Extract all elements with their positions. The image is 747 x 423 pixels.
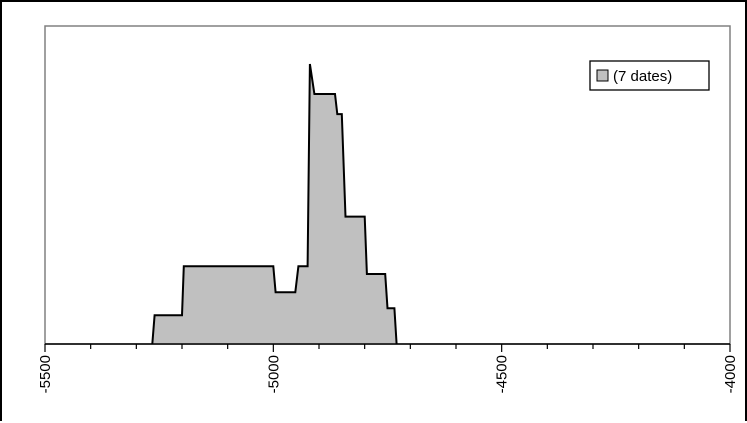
x-tick-label: -4500 <box>494 355 511 393</box>
legend-swatch <box>596 69 609 82</box>
area-series-layer <box>151 63 398 345</box>
x-tick-label: -5000 <box>265 355 282 393</box>
legend: (7 dates) <box>589 60 710 91</box>
x-tick-label: -4000 <box>722 355 739 393</box>
x-axis: -5500 -5000 -4500 -4000 <box>37 343 739 393</box>
legend-box <box>589 60 710 91</box>
legend-entry-label: (7 dates) <box>613 68 672 85</box>
x-tick-label: -5500 <box>37 355 54 393</box>
area-outline-series-0 <box>151 63 398 345</box>
area-fill-series-0 <box>152 64 397 344</box>
